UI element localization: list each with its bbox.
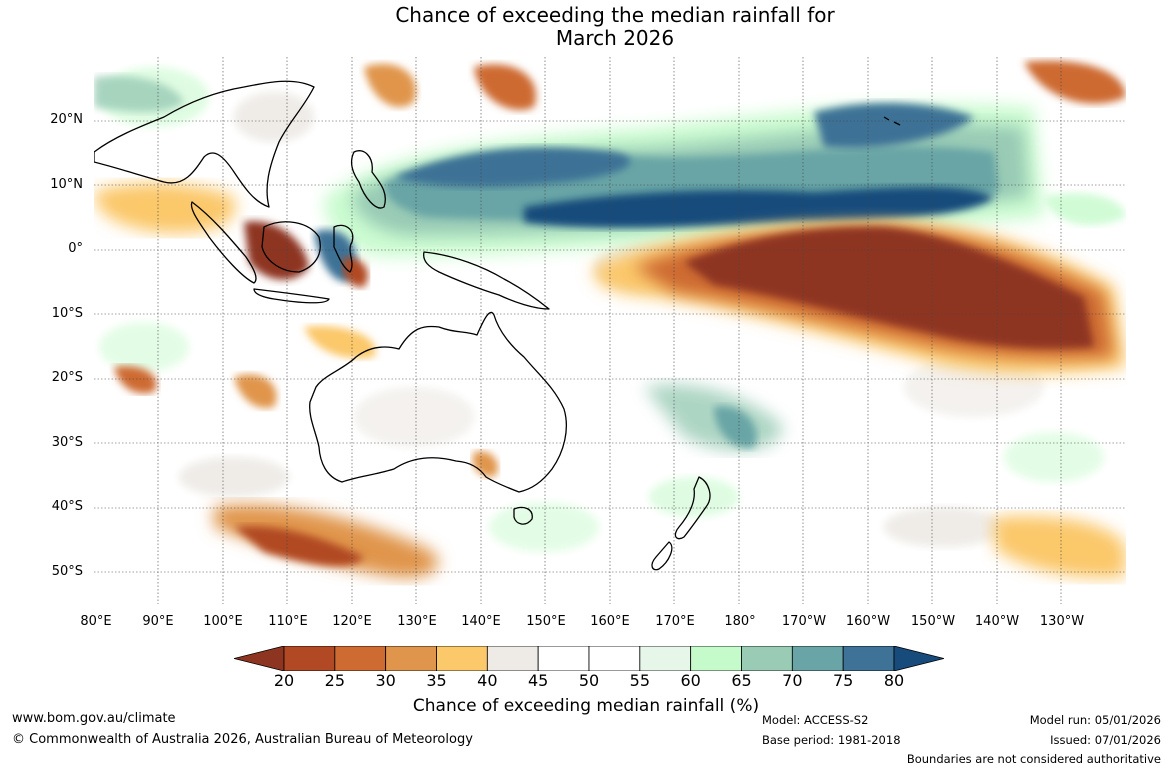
- lat-label-40s: 40°S: [51, 499, 83, 514]
- coastlines: [94, 80, 901, 571]
- colorbar-segment: [842, 645, 895, 672]
- footer-disclaimer: Boundaries are not considered authoritat…: [906, 752, 1161, 766]
- lat-label-20s: 20°S: [51, 370, 83, 385]
- coastline-new-zealand: [674, 476, 711, 540]
- colorbar-segment: [334, 645, 387, 672]
- coastline-se-asia: [94, 80, 315, 208]
- colorbar-segment: [741, 645, 793, 672]
- lon-label-130w: 130°W: [1039, 614, 1085, 629]
- title-line-1: Chance of exceeding the median rainfall …: [395, 3, 835, 27]
- map-canvas: [94, 57, 1126, 604]
- wet-anomaly-band: [94, 75, 1126, 451]
- colorbar-segment: [537, 645, 590, 672]
- footer-model: Model: ACCESS-S2: [762, 713, 869, 727]
- coastline-hawaii: [883, 116, 901, 126]
- coastline-borneo: [261, 221, 321, 273]
- coastline-tasmania: [513, 506, 533, 525]
- footer-copyright: © Commonwealth of Australia 2026, Austra…: [12, 732, 473, 747]
- lat-label-10s: 10°S: [51, 306, 83, 321]
- footer-model-run: Model run: 05/01/2026: [1029, 713, 1161, 727]
- lat-label-0: 0°: [68, 241, 83, 256]
- lon-label-150e: 150°E: [526, 614, 566, 629]
- lon-label-80e: 80°E: [80, 614, 112, 629]
- lon-label-140w: 140°W: [974, 614, 1020, 629]
- colorbar-segment: [690, 645, 742, 672]
- lon-label-170w: 170°W: [781, 614, 827, 629]
- colorbar-tick-label: 75: [832, 671, 854, 690]
- coastline-sulawesi: [333, 224, 354, 273]
- coastline-nz-south: [651, 541, 673, 571]
- colorbar-svg: [233, 645, 945, 672]
- coastline-java: [253, 288, 330, 304]
- colorbar-segment: [385, 645, 437, 672]
- colorbar-label: Chance of exceeding median rainfall (%): [412, 696, 760, 716]
- lon-label-160e: 160°E: [590, 614, 630, 629]
- footer-website: www.bom.gov.au/climate: [12, 711, 176, 726]
- colorbar-arrow-low: [233, 645, 285, 672]
- coastline-new-guinea: [423, 251, 550, 310]
- lat-label-50s: 50°S: [51, 564, 83, 579]
- coastline-australia: [309, 311, 567, 493]
- footer-issued: Issued: 07/01/2026: [1050, 733, 1161, 747]
- colorbar-tick-label: 30: [375, 671, 396, 690]
- colorbar-tick-label: 25: [324, 671, 346, 690]
- colorbar-segment: [486, 645, 539, 672]
- colorbar-tick-label: 50: [578, 671, 600, 690]
- lon-label-130e: 130°E: [397, 614, 437, 629]
- colorbar-tick-label: 35: [426, 671, 447, 690]
- footer-base-period: Base period: 1981-2018: [762, 733, 901, 747]
- rainfall-map: [94, 57, 1126, 604]
- colorbar-tick-label: 45: [527, 671, 549, 690]
- colorbar-segment: [588, 645, 641, 672]
- lon-label-150w: 150°W: [910, 614, 956, 629]
- lon-label-170e: 170°E: [655, 614, 695, 629]
- coastline-philippines: [350, 150, 386, 209]
- colorbar: [233, 645, 945, 672]
- lon-label-120e: 120°E: [332, 614, 372, 629]
- colorbar-segment: [283, 645, 336, 672]
- colorbar-tick-label: 80: [883, 671, 905, 690]
- lon-label-100e: 100°E: [203, 614, 243, 629]
- lon-label-180: 180°: [724, 614, 756, 629]
- lon-label-90e: 90°E: [142, 614, 174, 629]
- graticule: [94, 57, 1126, 604]
- colorbar-tick-label: 70: [782, 671, 803, 690]
- colorbar-tick-label: 40: [477, 671, 498, 690]
- lon-label-110e: 110°E: [268, 614, 308, 629]
- coastline-sumatra: [190, 201, 257, 284]
- lon-label-140e: 140°E: [461, 614, 501, 629]
- title-line-2: March 2026: [555, 26, 675, 50]
- lat-label-10n: 10°N: [50, 177, 83, 192]
- colorbar-arrow-high: [893, 645, 945, 672]
- colorbar-tick-label: 60: [680, 671, 701, 690]
- dry-anomaly-band: [94, 60, 1126, 578]
- colorbar-segment: [436, 645, 488, 672]
- colorbar-segment: [639, 645, 692, 672]
- lat-label-20n: 20°N: [50, 112, 83, 127]
- colorbar-tick-label: 55: [629, 671, 651, 690]
- lon-label-160w: 160°W: [845, 614, 891, 629]
- map-title: Chance of exceeding the median rainfall …: [0, 4, 1173, 50]
- colorbar-segment: [791, 645, 844, 672]
- colorbar-tick-label: 65: [731, 671, 752, 690]
- lat-label-30s: 30°S: [51, 435, 83, 450]
- colorbar-tick-label: 20: [273, 671, 295, 690]
